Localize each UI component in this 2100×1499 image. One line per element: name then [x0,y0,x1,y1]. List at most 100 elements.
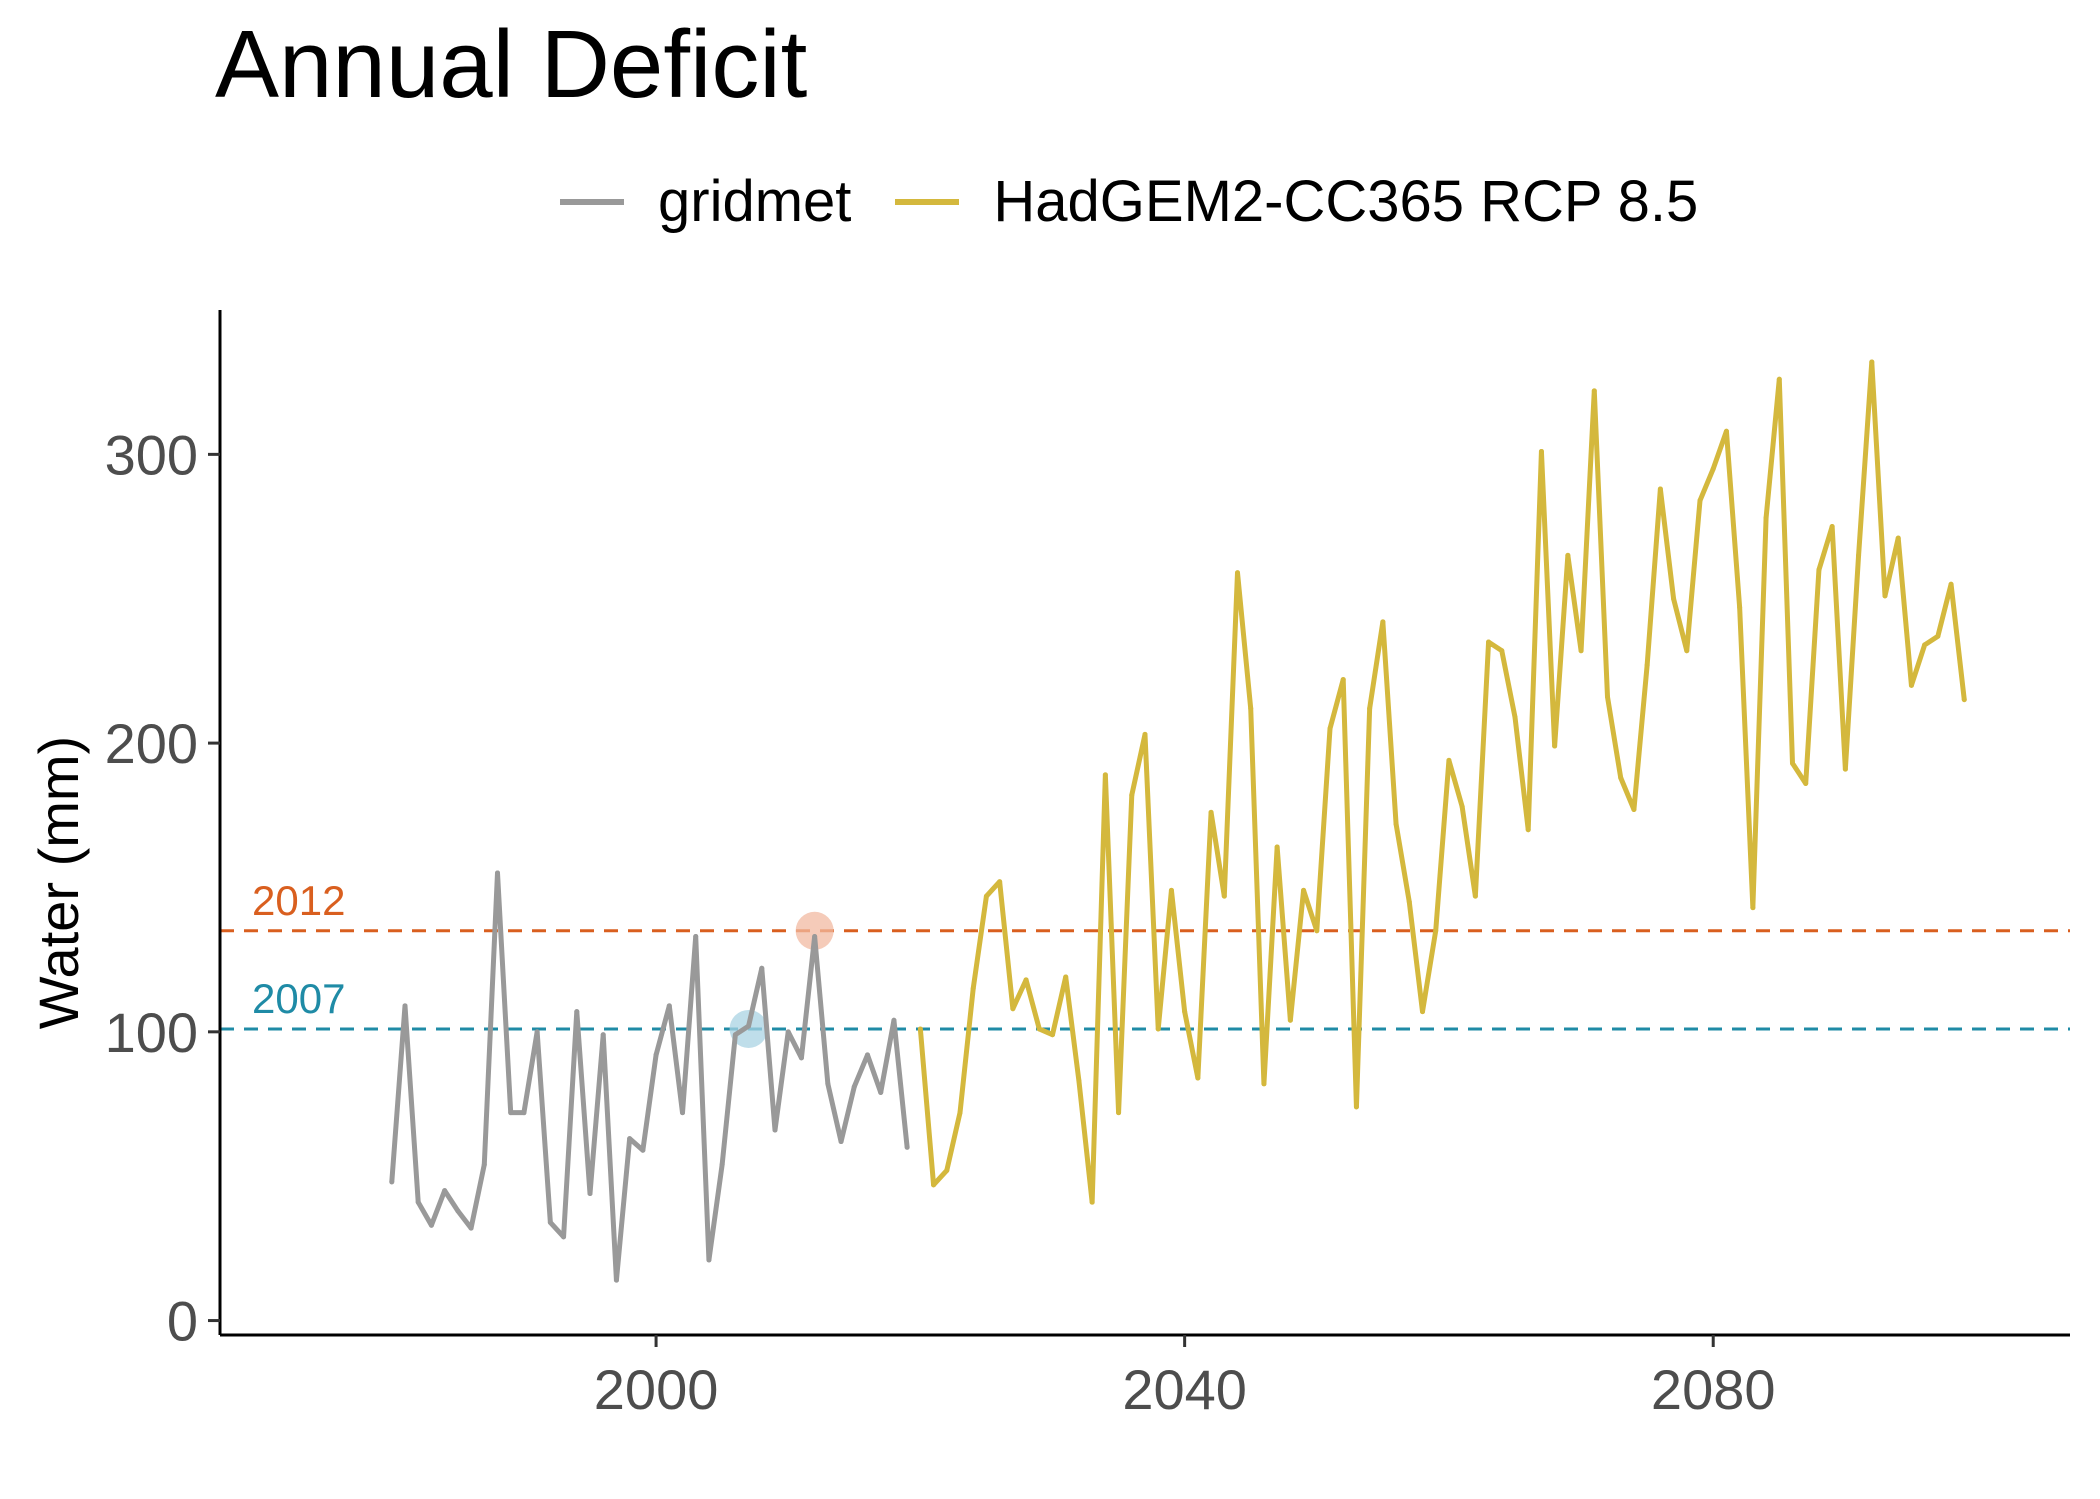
data-point-1-2045 [1248,705,1254,711]
data-point-1-2091 [1856,552,1862,558]
data-point-1-2098 [1948,581,1954,587]
data-point-0-1994 [574,1009,580,1015]
data-point-0-2009 [772,1127,778,1133]
data-point-0-1999 [640,1147,646,1153]
data-point-0-2002 [680,1110,685,1116]
data-point-1-2062 [1472,893,1478,899]
data-point-1-2029 [1036,1026,1042,1032]
data-point-1-2053 [1353,1104,1359,1110]
data-point-1-2034 [1102,772,1108,778]
data-point-1-2027 [1010,1006,1016,1012]
data-point-1-2035 [1116,1110,1122,1116]
data-point-0-2013 [825,1081,831,1087]
data-point-1-2088 [1816,567,1822,573]
data-point-1-2039 [1168,887,1174,893]
data-point-1-2076 [1657,486,1663,492]
data-point-1-2044 [1235,570,1240,576]
data-point-1-2052 [1340,677,1346,683]
data-point-0-1991 [534,1029,540,1035]
data-point-0-1985 [455,1208,461,1214]
data-point-0-1987 [481,1162,487,1168]
data-point-1-2092 [1869,359,1875,365]
data-point-1-2094 [1895,535,1901,541]
reference-label-2012: 2012 [252,877,345,924]
data-point-0-2008 [759,965,765,971]
data-point-0-1997 [613,1277,619,1283]
data-point-1-2024 [970,986,976,992]
data-point-0-1981 [402,1003,408,1009]
data-point-1-2038 [1155,1026,1161,1032]
legend-swatch-hadgem [895,198,960,205]
ticks: 2000 2040 2080 0 100 200 300 [105,423,1776,1421]
data-point-1-2021 [931,1182,937,1188]
data-point-1-2063 [1486,639,1492,645]
data-point-1-2067 [1538,448,1544,454]
data-point-1-2082 [1737,604,1743,610]
reference-label-2007: 2007 [252,975,345,1022]
data-point-1-2043 [1221,893,1227,899]
data-point-1-2099 [1961,697,1967,703]
data-point-0-1996 [600,1032,606,1038]
data-point-0-1986 [468,1225,474,1231]
data-point-1-2065 [1512,714,1518,720]
data-point-1-2040 [1182,1009,1188,1015]
data-point-0-1993 [561,1234,567,1240]
data-point-1-2083 [1750,905,1756,911]
data-point-0-1992 [547,1219,553,1225]
data-point-0-2000 [653,1052,659,1058]
legend-item-gridmet: gridmet [560,168,851,235]
data-point-1-2055 [1380,619,1386,625]
data-point-1-2037 [1142,731,1148,737]
x-tick-label-2080: 2080 [1651,1358,1776,1421]
data-point-1-2057 [1406,899,1412,905]
data-point-0-2003 [693,934,699,940]
data-point-0-1983 [428,1222,434,1228]
legend-swatch-gridmet [560,198,624,205]
data-point-1-2028 [1023,977,1029,983]
data-point-1-2020 [917,1026,923,1032]
data-point-0-2014 [838,1139,844,1145]
data-point-1-2085 [1776,376,1782,382]
data-point-0-2018 [891,1017,897,1023]
data-point-0-2004 [706,1257,712,1263]
legend: gridmet HadGEM2-CC365 RCP 8.5 [560,168,1742,235]
data-point-0-1980 [389,1179,395,1185]
data-point-1-2074 [1631,807,1637,813]
data-point-0-1982 [415,1199,421,1205]
data-point-0-2005 [719,1162,725,1168]
data-point-1-2049 [1301,887,1307,893]
data-point-1-2081 [1723,428,1729,434]
data-point-1-2095 [1908,682,1914,688]
data-point-1-2071 [1591,388,1597,394]
data-point-0-2019 [904,1144,910,1150]
x-tick-label-2040: 2040 [1122,1358,1247,1421]
axes [218,310,2070,1337]
data-point-1-2090 [1842,766,1848,772]
data-point-0-1995 [587,1191,593,1197]
reference-point-2012 [795,911,834,950]
series-line-1 [917,359,1967,1205]
y-tick-label-300: 300 [105,423,198,486]
data-point-1-2087 [1803,781,1809,787]
data-point-1-2073 [1618,775,1624,781]
legend-label-gridmet: gridmet [658,169,852,234]
data-point-1-2042 [1208,809,1214,815]
data-point-1-2036 [1129,792,1135,798]
data-point-0-2015 [851,1084,857,1090]
y-axis-title: Water (mm) [27,736,90,1029]
data-point-1-2061 [1459,804,1465,810]
data-point-0-1988 [495,870,500,876]
data-point-0-1984 [442,1188,448,1194]
data-point-1-2059 [1433,928,1439,934]
x-tick-label-2000: 2000 [594,1358,719,1421]
data-point-1-2032 [1076,1078,1082,1084]
y-tick-label-100: 100 [105,1001,198,1064]
data-point-1-2097 [1935,633,1941,639]
data-point-1-2051 [1327,726,1333,732]
data-point-0-2001 [666,1003,672,1009]
series-line-0 [389,870,910,1283]
data-point-1-2078 [1684,648,1690,654]
data-point-1-2030 [1050,1032,1055,1038]
data-point-0-2011 [798,1055,804,1061]
